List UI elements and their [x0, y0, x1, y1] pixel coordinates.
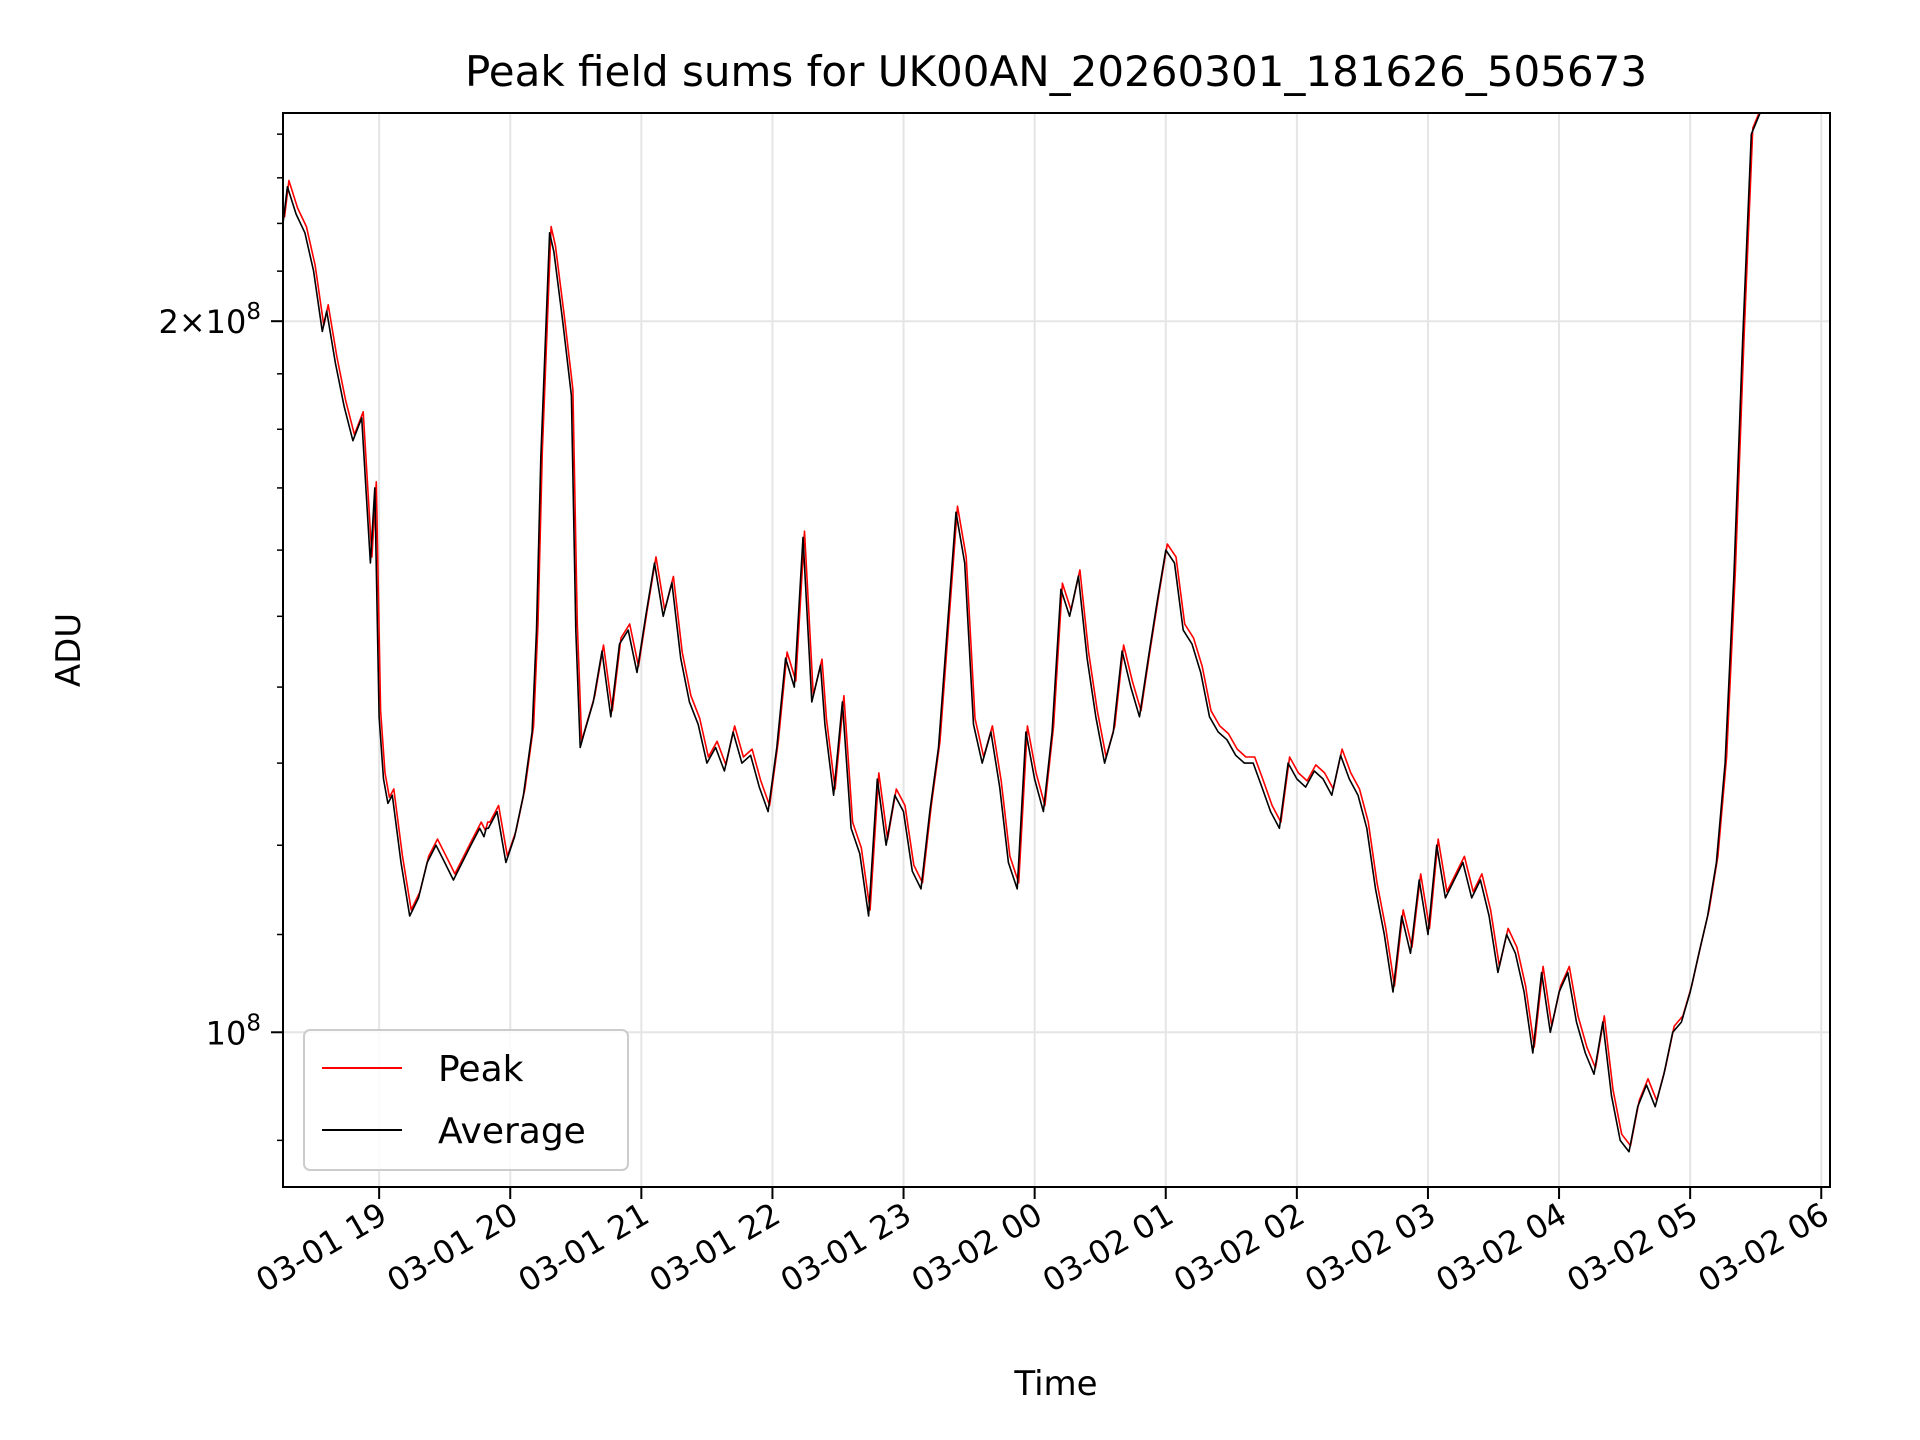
x-axis-label: Time: [1013, 1364, 1097, 1404]
legend-label-average: Average: [438, 1111, 586, 1152]
chart-title: Peak field sums for UK00AN_20260301_1816…: [465, 47, 1647, 96]
legend-box: [303, 1029, 629, 1171]
legend-label-peak: Peak: [438, 1049, 524, 1090]
series-group: [283, 113, 1761, 1153]
y-tick-label: 2×108: [158, 299, 261, 341]
plot-frame: [282, 112, 1831, 1188]
plot-series: [283, 113, 1761, 1153]
grid-lines: [283, 113, 1830, 1187]
legend: Peak Average: [303, 1029, 629, 1171]
series-average-line: [283, 113, 1761, 1153]
y-axis: 108 2×108: [158, 133, 283, 1142]
y-tick-label: 108: [206, 1010, 261, 1052]
y-axis-label: ADU: [49, 613, 89, 687]
